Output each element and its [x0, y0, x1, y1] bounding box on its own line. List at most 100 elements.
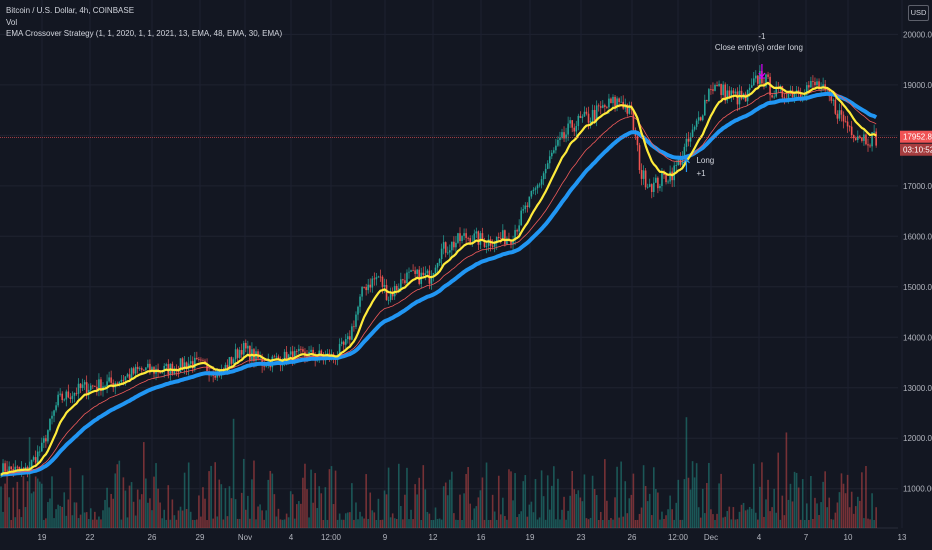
candle [520, 210, 522, 226]
volume-bar [143, 442, 145, 528]
volume-bar [316, 508, 318, 528]
currency-badge[interactable]: USD [908, 5, 929, 21]
candle [373, 278, 376, 280]
volume-bar [824, 471, 826, 528]
volume-bar [132, 501, 135, 528]
volume-bar [332, 504, 335, 528]
volume-bar [708, 462, 710, 528]
candle [722, 84, 724, 96]
volume-bar [22, 475, 25, 528]
volume-bar [98, 516, 100, 528]
volume-bar [126, 517, 129, 528]
volume-bar [624, 481, 627, 528]
candle [487, 239, 490, 246]
volume-bar [57, 504, 59, 528]
candle [646, 186, 649, 188]
volume-bar [797, 487, 800, 528]
candle [514, 230, 516, 241]
candle [147, 363, 149, 368]
candle [861, 137, 863, 141]
candle [43, 438, 45, 443]
volume-bar [155, 463, 157, 528]
volume-bar [789, 483, 792, 528]
candle [273, 356, 276, 358]
candle [126, 374, 129, 377]
volume-bar [616, 466, 618, 528]
volume-bar [836, 502, 839, 528]
volume-bar [828, 497, 831, 528]
volume-bar [630, 494, 633, 528]
volume-bar [522, 481, 525, 528]
volume-bar [314, 473, 316, 528]
y-tick-label: 20000.00 [903, 30, 932, 39]
volume-bar [581, 501, 584, 528]
strategy-indicator-label[interactable]: EMA Crossover Strategy (1, 1, 2020, 1, 1… [6, 29, 283, 38]
volume-bar [128, 485, 131, 528]
volume-bar [663, 518, 665, 528]
candle [375, 277, 378, 280]
volume-bar [187, 462, 190, 528]
candle [659, 186, 661, 189]
volume-bar [481, 477, 484, 528]
volume-bar [32, 491, 35, 528]
candle [808, 85, 810, 88]
candle [134, 366, 137, 374]
volume-bar [799, 519, 802, 528]
volume-bar [542, 496, 545, 528]
candle [616, 98, 618, 107]
volume-bar [532, 512, 535, 528]
candle [524, 205, 527, 210]
volume-bar [200, 516, 202, 528]
volume-bar [169, 519, 172, 528]
candle [706, 99, 708, 102]
candle [298, 348, 300, 352]
candle [667, 181, 669, 183]
volume-bar [614, 497, 616, 528]
volume-bar [773, 488, 775, 528]
volume-bar [857, 496, 859, 528]
volume-bar [655, 489, 657, 528]
candle [436, 262, 439, 268]
volume-bar [473, 508, 476, 528]
volume-bar [59, 505, 61, 528]
candle [481, 233, 484, 241]
candle [183, 362, 186, 369]
volume-bar [814, 497, 816, 528]
volume-bar [785, 432, 788, 528]
volume-bar [79, 514, 82, 528]
volume-indicator-label[interactable]: Vol [6, 17, 18, 27]
candle [728, 90, 731, 97]
volume-bar [196, 519, 198, 528]
candle [783, 97, 786, 99]
volume-bar [491, 494, 494, 528]
candle [226, 364, 229, 369]
volume-bar [73, 502, 76, 528]
candle [752, 78, 755, 86]
candle [493, 243, 496, 247]
candle [120, 379, 123, 382]
volume-bar [863, 518, 865, 528]
candle [644, 170, 647, 188]
volume-bar [783, 515, 786, 528]
candle [595, 105, 598, 121]
candle [377, 276, 380, 278]
volume-bar [461, 519, 463, 528]
candle [36, 451, 39, 463]
volume-bar [493, 511, 496, 528]
volume-bar [420, 519, 423, 528]
volume-bar [114, 473, 117, 528]
volume-bar [830, 519, 833, 528]
candle [836, 113, 839, 119]
candle [638, 145, 641, 170]
volume-bar [453, 513, 455, 528]
candle [430, 277, 433, 284]
candle [453, 241, 455, 248]
symbol-title[interactable]: Bitcoin / U.S. Dollar, 4h, COINBASE [6, 6, 135, 15]
volume-bar [312, 502, 314, 528]
volume-bar [216, 516, 219, 528]
candle [255, 351, 257, 361]
x-tick-label: Nov [238, 533, 252, 542]
candle [342, 341, 345, 345]
volume-bar [412, 519, 414, 528]
